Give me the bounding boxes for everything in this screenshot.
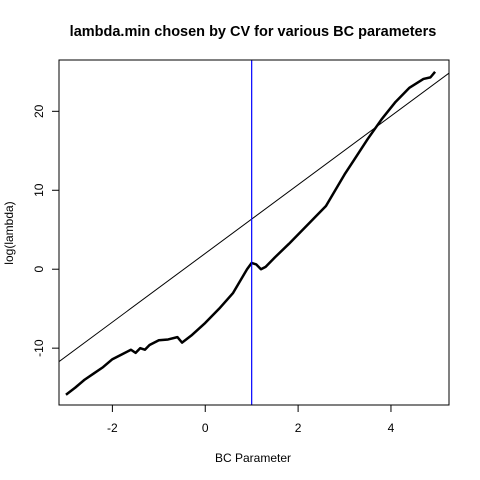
plot-frame — [58, 59, 450, 406]
y-tick-label: 10 — [32, 183, 46, 197]
x-tick-label: 0 — [202, 421, 209, 435]
x-axis-label: BC Parameter — [215, 451, 291, 465]
x-tick-label: 2 — [295, 421, 302, 435]
x-tick-label: -2 — [107, 421, 118, 435]
x-axis-ticks: -2 0 2 4 — [107, 405, 395, 435]
y-tick-label: 0 — [32, 266, 46, 273]
y-tick-label: -10 — [32, 339, 46, 357]
x-tick-label: 4 — [388, 421, 395, 435]
y-axis-ticks: -10 0 10 20 — [32, 104, 59, 357]
y-axis-label: log(lambda) — [2, 201, 16, 264]
series-line — [65, 71, 437, 396]
chart-title: lambda.min chosen by CV for various BC p… — [70, 24, 437, 40]
y-tick-label: 20 — [32, 104, 46, 118]
reference-line — [59, 72, 449, 363]
plot-area — [59, 60, 449, 405]
